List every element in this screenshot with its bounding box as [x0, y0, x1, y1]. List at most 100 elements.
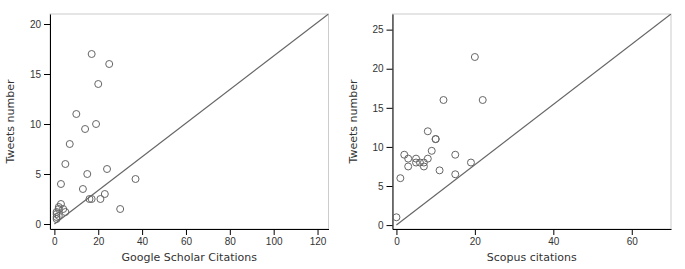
tick-label: 20	[470, 236, 482, 247]
tick: 10	[372, 142, 392, 153]
tick: 20	[93, 229, 105, 247]
tick: 0	[35, 219, 50, 230]
plot-frame	[393, 14, 672, 229]
point	[479, 97, 486, 104]
point	[405, 163, 412, 170]
tick-label: 15	[372, 103, 384, 114]
tick-label: 5	[35, 169, 41, 180]
tick: 0	[378, 220, 393, 231]
tick-mark	[553, 229, 554, 235]
point	[79, 186, 86, 193]
tick: 20	[470, 229, 482, 247]
reference-line	[396, 14, 671, 225]
point	[101, 191, 108, 198]
tick-mark	[387, 108, 393, 109]
tick: 5	[35, 169, 50, 180]
panel: 02040600510152025Scopus citationsTweets …	[347, 14, 672, 264]
tick: 80	[225, 229, 237, 247]
tick: 10	[30, 119, 50, 130]
tick: 15	[372, 103, 392, 114]
y-axis-title: Tweets number	[4, 79, 17, 164]
point	[467, 159, 474, 166]
tick-mark	[44, 174, 50, 175]
tick-label: 15	[30, 69, 42, 80]
tick: 25	[372, 24, 392, 35]
point	[88, 51, 95, 58]
point	[73, 111, 80, 118]
x-axis-title: Scopus citations	[487, 251, 577, 264]
tick-label: 40	[548, 236, 560, 247]
x-axis-title: Google Scholar Citations	[122, 251, 258, 264]
tick-mark	[142, 229, 143, 235]
tick-mark	[230, 229, 231, 235]
tick-label: 60	[181, 236, 193, 247]
tick: 120	[310, 229, 327, 247]
tick: 40	[548, 229, 560, 247]
tick-label: 20	[372, 63, 384, 74]
plot-area	[393, 14, 671, 225]
tick-mark	[632, 229, 633, 235]
tick-label: 0	[52, 236, 58, 247]
tick: 60	[627, 229, 639, 247]
point	[93, 121, 100, 128]
tick: 20	[30, 19, 50, 30]
tick: 60	[181, 229, 193, 247]
tick-mark	[387, 225, 393, 226]
point	[436, 167, 443, 174]
tick-label: 20	[93, 236, 105, 247]
tick-mark	[44, 124, 50, 125]
point	[401, 151, 408, 158]
tick: 15	[30, 69, 50, 80]
point	[393, 214, 400, 221]
point	[95, 81, 102, 88]
point	[452, 171, 459, 178]
tick-label: 120	[310, 236, 327, 247]
chart-root: 02040608010012005101520Google Scholar Ci…	[0, 0, 685, 269]
tick: 20	[372, 63, 392, 74]
tick-mark	[387, 186, 393, 187]
point	[106, 61, 113, 68]
point	[84, 171, 91, 178]
tick: 0	[52, 229, 58, 247]
point	[62, 161, 69, 168]
axis-line	[393, 229, 672, 230]
point	[405, 155, 412, 162]
point	[420, 159, 427, 166]
point	[428, 147, 435, 154]
x-axis: 0 20 40 60 80 100 120	[51, 229, 330, 247]
point	[82, 126, 89, 133]
point	[104, 166, 111, 173]
tick-mark	[387, 30, 393, 31]
tick-label: 25	[372, 24, 384, 35]
plot-area	[53, 14, 328, 224]
point	[440, 97, 447, 104]
point	[424, 155, 431, 162]
tick-mark	[44, 74, 50, 75]
tick-label: 0	[394, 236, 400, 247]
reference-line	[54, 14, 328, 224]
point	[471, 54, 478, 61]
tick: 0	[394, 229, 400, 247]
axis-line	[50, 15, 51, 230]
tick-mark	[318, 229, 319, 235]
plot-frame	[50, 14, 329, 229]
point	[132, 176, 139, 183]
tick-label: 10	[30, 119, 42, 130]
tick: 100	[266, 229, 283, 247]
tick-label: 5	[378, 181, 384, 192]
point	[117, 206, 124, 213]
axis-line	[51, 229, 330, 230]
tick-mark	[44, 224, 50, 225]
point	[432, 136, 439, 143]
tick-label: 0	[378, 220, 384, 231]
tick-label: 10	[372, 142, 384, 153]
tick-mark	[98, 229, 99, 235]
tick-mark	[44, 24, 50, 25]
tick-label: 60	[627, 236, 639, 247]
tick-mark	[54, 229, 55, 235]
tick-label: 20	[30, 19, 42, 30]
y-axis: 0 5 10 15 20 25	[372, 15, 393, 231]
tick: 5	[378, 181, 393, 192]
tick-mark	[274, 229, 275, 235]
tick-label: 40	[137, 236, 149, 247]
